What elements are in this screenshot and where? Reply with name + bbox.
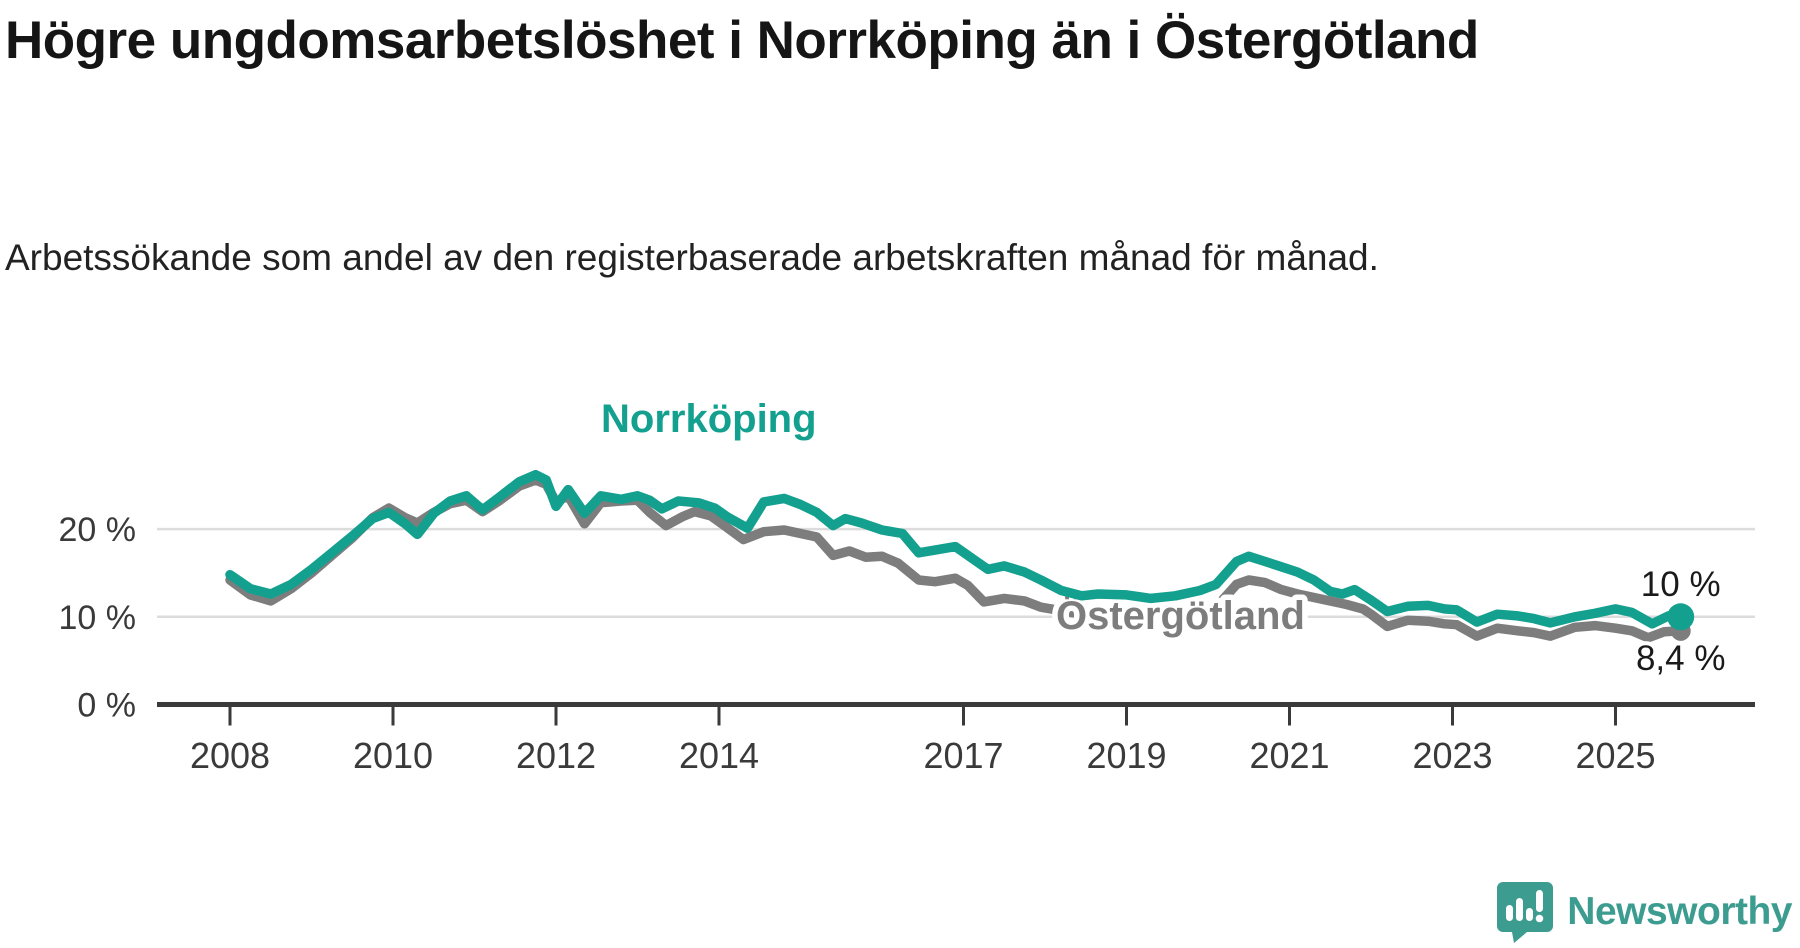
- x-tick-label-2008: 2008: [190, 735, 270, 776]
- x-tick-label-2025: 2025: [1575, 735, 1655, 776]
- series-end-value-label-norrköping: 10 %: [1641, 565, 1721, 604]
- x-tick-label-2021: 2021: [1249, 735, 1329, 776]
- series-label-östergötland: Östergötland: [1056, 593, 1305, 638]
- y-tick-label-0: 0 %: [77, 687, 136, 725]
- page-subtitle: Arbetssökande som andel av den registerb…: [5, 237, 1379, 278]
- series-end-dot-norrköping: [1667, 603, 1695, 631]
- page-title: Högre ungdomsarbetslöshet i Norrköping ä…: [5, 11, 1479, 70]
- x-tick-label-2023: 2023: [1412, 735, 1492, 776]
- series-end-value-label-östergötland: 8,4 %: [1636, 639, 1726, 678]
- series-label-norrköping: Norrköping: [601, 397, 817, 441]
- brand-name: Newsworthy: [1567, 890, 1792, 933]
- x-tick-label-2014: 2014: [679, 735, 759, 776]
- x-tick-label-2019: 2019: [1086, 735, 1166, 776]
- x-tick-label-2010: 2010: [353, 735, 433, 776]
- logo-bubble-shape: [1497, 882, 1554, 943]
- logo-bars-glyph: [1506, 890, 1544, 923]
- y-tick-label-20: 20 %: [59, 511, 137, 549]
- y-tick-label-10: 10 %: [59, 599, 137, 637]
- x-tick-label-2017: 2017: [923, 735, 1003, 776]
- newsworthy-logo-icon: [1497, 882, 1554, 943]
- brand-watermark: Newsworthy: [1497, 880, 1792, 944]
- x-tick-label-2012: 2012: [516, 735, 596, 776]
- series-line-norrköping: [225, 469, 1686, 629]
